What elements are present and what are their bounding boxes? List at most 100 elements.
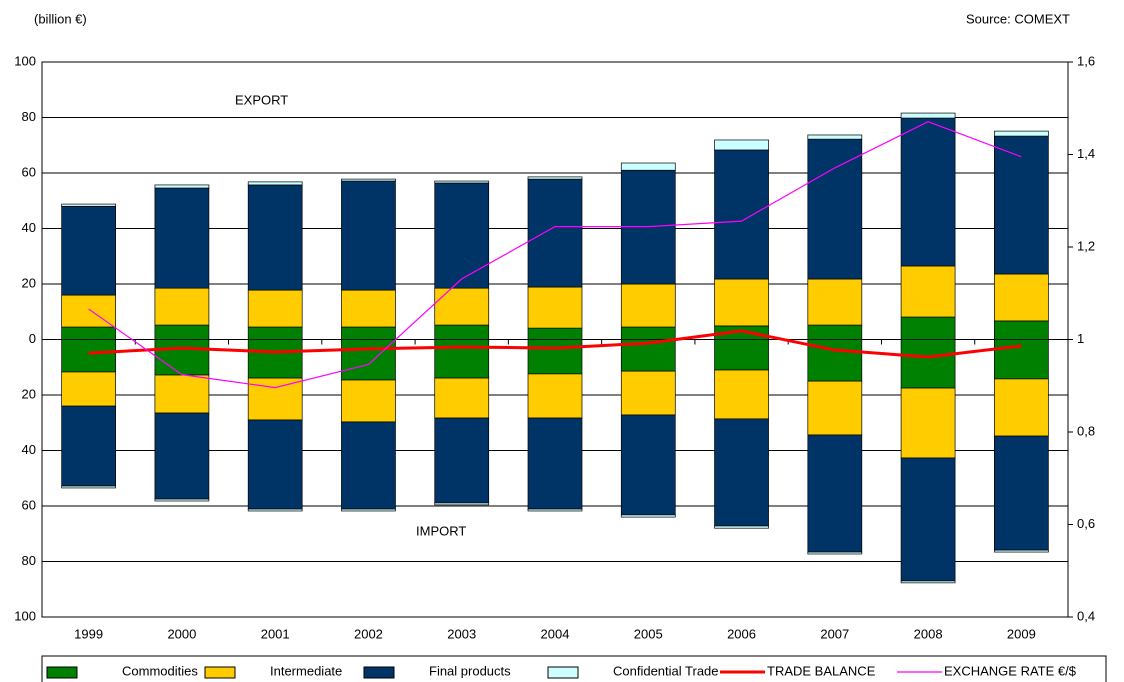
y-tick-label: 80 — [22, 553, 36, 568]
y-tick-label: 20 — [22, 386, 36, 401]
y-tick-label: 100 — [14, 53, 36, 68]
bar-segment — [994, 435, 1049, 551]
y-tick-label: 60 — [22, 164, 36, 179]
bar-segment — [527, 417, 583, 510]
bar-segment — [807, 551, 863, 555]
y-tick-label: 100 — [14, 608, 36, 623]
bar-segment — [900, 387, 956, 459]
y-tick-label: 0 — [29, 331, 36, 346]
y2-tick-label: 1,2 — [1077, 238, 1095, 253]
y2-tick-label: 1,4 — [1077, 146, 1095, 161]
bar-segment — [994, 549, 1049, 553]
bar-segment — [341, 326, 396, 340]
y2-tick-label: 0,4 — [1077, 608, 1095, 623]
bar-segment — [900, 112, 956, 119]
legend-swatch — [363, 666, 395, 679]
bar-segment — [994, 130, 1049, 137]
annotation: IMPORT — [416, 523, 466, 538]
x-tick-label: 2004 — [541, 626, 570, 641]
bar-segment — [434, 502, 490, 506]
bar-segment — [900, 316, 956, 340]
bar-segment — [994, 135, 1049, 275]
bar-segment — [61, 203, 116, 207]
bar-segment — [714, 278, 769, 327]
legend-label: TRADE BALANCE — [767, 663, 876, 678]
bar-segment — [247, 377, 303, 421]
bar-segment — [900, 339, 956, 389]
bar-segment — [620, 283, 676, 328]
x-tick-label: 2003 — [447, 626, 476, 641]
y-tick-label: 40 — [22, 442, 36, 457]
y2-tick-label: 1 — [1077, 331, 1084, 346]
bar-segment — [994, 339, 1049, 380]
bar-segment — [341, 339, 396, 381]
y2-tick-label: 1,6 — [1077, 53, 1095, 68]
bar-segment — [714, 418, 769, 527]
line-series — [88, 329, 1022, 359]
bar-segment — [620, 370, 676, 416]
unit-label: (billion €) — [34, 11, 87, 26]
bar-segment — [994, 320, 1049, 340]
bar-segment — [994, 273, 1049, 322]
y-tick-label: 80 — [22, 109, 36, 124]
line-series — [88, 121, 1022, 389]
bar-segment — [61, 205, 116, 296]
legend-label: Intermediate — [270, 663, 342, 678]
bar-segment — [61, 371, 116, 407]
bar-segment — [620, 326, 676, 340]
legend-label: Commodities — [122, 663, 198, 678]
bar-segment — [154, 184, 210, 189]
bar-segment — [714, 139, 769, 151]
bar-segment — [247, 326, 303, 340]
bar-segment — [807, 434, 863, 553]
bar-segment — [714, 525, 769, 529]
x-tick-label: 2008 — [914, 626, 943, 641]
bar-segment — [620, 162, 676, 171]
bar-segment — [247, 184, 303, 291]
bar-segment — [247, 181, 303, 186]
bar-segment — [154, 187, 210, 289]
bar-segment — [807, 278, 863, 326]
x-tick-label: 2000 — [167, 626, 196, 641]
bar-segment — [527, 286, 583, 329]
bar-segment — [434, 287, 490, 326]
legend-swatch — [46, 666, 78, 679]
bar-segment — [900, 117, 956, 267]
bar-segment — [900, 457, 956, 582]
bar-segment — [154, 339, 210, 376]
y-tick-label: 20 — [22, 275, 36, 290]
bar-segment — [154, 287, 210, 326]
bar-segment — [341, 289, 396, 328]
bar-segment — [527, 176, 583, 180]
bar-segment — [247, 339, 303, 379]
bar-segment — [434, 182, 490, 289]
bar-segment — [714, 339, 769, 371]
bar-segment — [61, 405, 116, 487]
y2-tick-label: 0,8 — [1077, 423, 1095, 438]
bar-segment — [807, 324, 863, 340]
bar-segment — [341, 379, 396, 423]
bar-segment — [434, 339, 490, 379]
bar-segment — [154, 324, 210, 340]
bar-segment — [994, 378, 1049, 437]
bar-segment — [620, 414, 676, 516]
bar-segment — [341, 178, 396, 182]
bar-segment — [434, 324, 490, 340]
bar-segment — [61, 339, 116, 373]
x-tick-label: 2006 — [727, 626, 756, 641]
bar-segment — [341, 508, 396, 512]
bar-segment — [807, 134, 863, 140]
x-tick-label: 2001 — [261, 626, 290, 641]
x-tick-label: 2007 — [820, 626, 849, 641]
bar-segment — [714, 149, 769, 280]
bar-segment — [900, 265, 956, 318]
bar-segment — [61, 485, 116, 489]
x-tick-label: 2009 — [1007, 626, 1036, 641]
bar-segment — [341, 180, 396, 291]
bar-segment — [714, 369, 769, 420]
bar-segment — [620, 339, 676, 372]
bar-segment — [434, 377, 490, 419]
x-tick-label: 2002 — [354, 626, 383, 641]
